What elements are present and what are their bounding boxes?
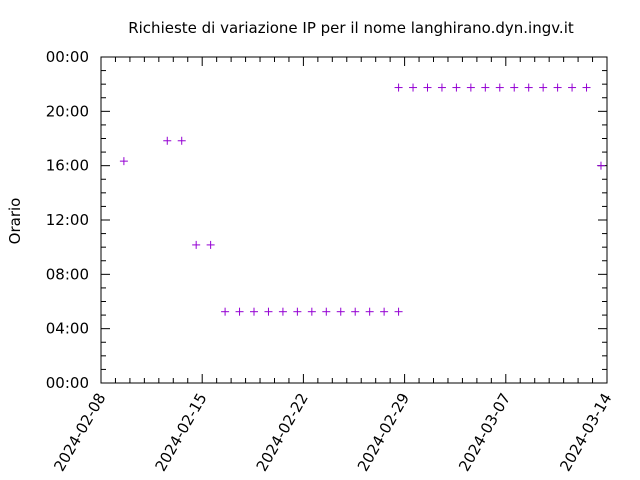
data-point [437,83,446,92]
data-point [481,83,490,92]
x-tick-label: 2024-02-22 [253,390,312,475]
y-tick-label: 12:00 [46,211,89,229]
data-point [293,307,302,316]
data-points [119,83,605,316]
data-point [365,307,374,316]
data-point [510,83,519,92]
data-point [235,307,244,316]
data-point [380,307,389,316]
chart-title: Richieste di variazione IP per il nome l… [128,19,574,37]
data-point [394,83,403,92]
y-tick-label: 00:00 [46,48,89,66]
data-point [582,83,591,92]
y-tick-labels: 00:00 04:00 08:00 12:00 16:00 20:00 00:00 [46,48,89,392]
x-tick-labels: 2024-02-08 2024-02-15 2024-02-22 2024-02-29… [50,390,615,475]
data-point [278,307,287,316]
data-point [264,307,273,316]
data-point [423,83,432,92]
plot-frame [100,56,608,384]
y-tick-label: 16:00 [46,157,89,175]
x-tick-label: 2024-03-14 [556,390,615,475]
y-tick-label: 08:00 [46,265,89,283]
x-tick-label: 2024-03-07 [455,390,514,475]
ticks [100,56,608,384]
x-tick-label: 2024-02-29 [354,390,413,475]
data-point [250,307,259,316]
data-point [221,307,230,316]
data-point [539,83,548,92]
data-point [336,307,345,316]
data-point [177,136,186,145]
data-point [351,307,360,316]
data-point [119,157,128,166]
x-tick-label: 2024-02-08 [50,390,109,475]
data-point [206,240,215,249]
data-point [394,307,403,316]
y-tick-label: 00:00 [46,374,89,392]
data-point [524,83,533,92]
data-point [409,83,418,92]
y-tick-label: 04:00 [46,320,89,338]
data-point [466,83,475,92]
data-point [192,240,201,249]
data-point [596,161,605,170]
data-point [322,307,331,316]
y-axis-label: Orario [6,198,24,245]
data-point [553,83,562,92]
data-point [452,83,461,92]
data-point [163,136,172,145]
data-point [495,83,504,92]
x-tick-label: 2024-02-15 [151,390,210,475]
y-tick-label: 20:00 [46,102,89,120]
data-point [568,83,577,92]
data-point [307,307,316,316]
